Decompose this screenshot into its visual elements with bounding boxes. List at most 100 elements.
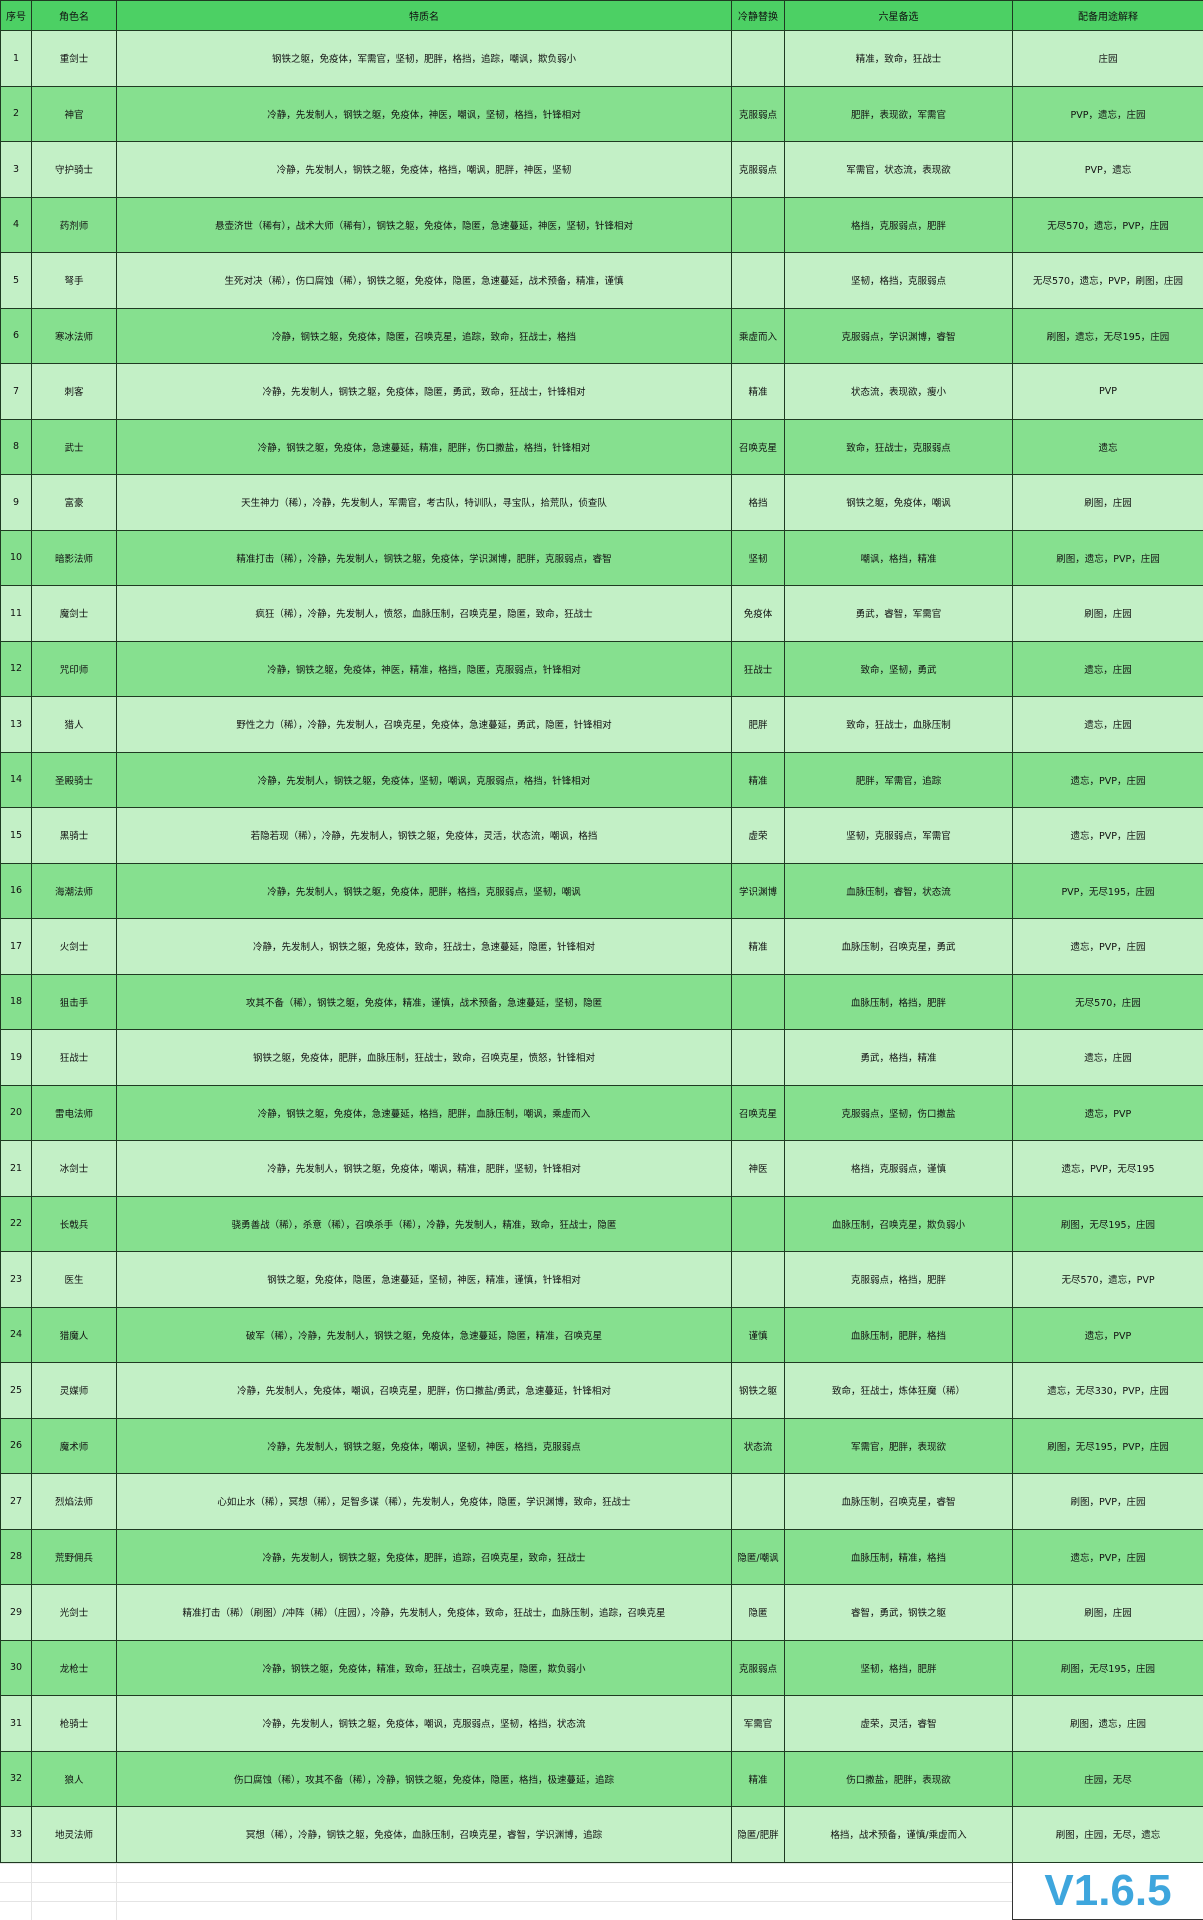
cell-calm-replace[interactable] [731,1251,785,1308]
cell-usage[interactable]: 无尽570，庄园 [1012,973,1203,1030]
cell-calm-replace[interactable]: 乘虚而入 [731,307,785,364]
cell-traits[interactable]: 精准打击（稀），冷静，先发制人，钢铁之躯，免疫体，学识渊博，肥胖，克服弱点，睿智 [116,529,732,586]
cell-role[interactable]: 寒冰法师 [31,307,117,364]
cell-calm-replace[interactable] [731,973,785,1030]
cell-usage[interactable]: 无尽570，遗忘，PVP，庄园 [1012,196,1203,253]
cell-index[interactable]: 24 [0,1306,32,1363]
cell-usage[interactable]: 遗忘，PVP，庄园 [1012,807,1203,864]
cell-index[interactable]: 10 [0,529,32,586]
cell-role[interactable]: 猎人 [31,696,117,753]
cell-usage[interactable]: 遗忘，PVP [1012,1084,1203,1141]
header-index[interactable]: 序号 [0,0,32,31]
cell-index[interactable]: 12 [0,640,32,697]
cell-traits[interactable]: 精准打击（稀）（刷图）/冲阵（稀）（庄园），冷静，先发制人，免疫体，致命，狂战士… [116,1584,732,1641]
cell-usage[interactable]: 刷图，PVP，庄园 [1012,1473,1203,1530]
cell-calm-replace[interactable]: 隐匿 [731,1584,785,1641]
cell-index[interactable]: 28 [0,1528,32,1585]
cell-index[interactable]: 18 [0,973,32,1030]
cell-index[interactable]: 7 [0,363,32,420]
cell-traits[interactable]: 冷静，先发制人，钢铁之躯，免疫体，嘲讽，坚韧，神医，格挡，克服弱点 [116,1417,732,1474]
cell-usage[interactable]: 无尽570，遗忘，PVP，刷图，庄园 [1012,252,1203,309]
cell-calm-replace[interactable] [731,196,785,253]
cell-index[interactable]: 5 [0,252,32,309]
cell-traits[interactable]: 疯狂（稀），冷静，先发制人，愤怒，血脉压制，召唤克星，隐匿，致命，狂战士 [116,585,732,642]
cell-six-star[interactable]: 坚韧，格挡，肥胖 [784,1639,1013,1696]
cell-usage[interactable]: 遗忘，无尽330，PVP，庄园 [1012,1362,1203,1419]
cell-calm-replace[interactable]: 召唤克星 [731,418,785,475]
cell-calm-replace[interactable]: 精准 [731,1750,785,1807]
cell-traits[interactable]: 若隐若现（稀），冷静，先发制人，钢铁之躯，免疫体，灵活，状态流，嘲讽，格挡 [116,807,732,864]
cell-six-star[interactable]: 坚韧，克服弱点，军需官 [784,807,1013,864]
cell-six-star[interactable]: 血脉压制，精准，格挡 [784,1528,1013,1585]
cell-six-star[interactable]: 状态流，表现欲，瘦小 [784,363,1013,420]
cell-traits[interactable]: 冷静，钢铁之躯，免疫体，急速蔓延，格挡，肥胖，血脉压制，嘲讽，乘虚而入 [116,1084,732,1141]
cell-traits[interactable]: 伤口腐蚀（稀），攻其不备（稀），冷静，钢铁之躯，免疫体，隐匿，格挡，极速蔓延，追… [116,1750,732,1807]
cell-role[interactable]: 暗影法师 [31,529,117,586]
cell-traits[interactable]: 冷静，钢铁之躯，免疫体，急速蔓延，精准，肥胖，伤口撒盐，格挡，针锋相对 [116,418,732,475]
cell-usage[interactable]: 遗忘 [1012,418,1203,475]
cell-traits[interactable]: 冷静，先发制人，钢铁之躯，免疫体，隐匿，勇武，致命，狂战士，针锋相对 [116,363,732,420]
cell-calm-replace[interactable]: 虚荣 [731,807,785,864]
cell-traits[interactable]: 攻其不备（稀），钢铁之躯，免疫体，精准，谨慎，战术预备，急速蔓延，坚韧，隐匿 [116,973,732,1030]
cell-traits[interactable]: 野性之力（稀），冷静，先发制人，召唤克星，免疫体，急速蔓延，勇武，隐匿，针锋相对 [116,696,732,753]
cell-index[interactable]: 15 [0,807,32,864]
cell-six-star[interactable]: 精准，致命，狂战士 [784,30,1013,87]
cell-calm-replace[interactable]: 坚韧 [731,529,785,586]
cell-index[interactable]: 31 [0,1695,32,1752]
header-traits[interactable]: 特质名 [116,0,732,31]
cell-calm-replace[interactable]: 隐匿/肥胖 [731,1806,785,1863]
cell-traits[interactable]: 冷静，先发制人，钢铁之躯，免疫体，格挡，嘲讽，肥胖，神医，坚韧 [116,141,732,198]
cell-calm-replace[interactable]: 状态流 [731,1417,785,1474]
cell-six-star[interactable]: 血脉压制，睿智，状态流 [784,862,1013,919]
cell-role[interactable]: 药剂师 [31,196,117,253]
cell-six-star[interactable]: 克服弱点，格挡，肥胖 [784,1251,1013,1308]
cell-calm-replace[interactable]: 谨慎 [731,1306,785,1363]
cell-role[interactable]: 富豪 [31,474,117,531]
cell-six-star[interactable]: 钢铁之躯，免疫体，嘲讽 [784,474,1013,531]
cell-calm-replace[interactable] [731,1029,785,1086]
cell-six-star[interactable]: 血脉压制，肥胖，格挡 [784,1306,1013,1363]
cell-role[interactable]: 狙击手 [31,973,117,1030]
cell-role[interactable]: 海潮法师 [31,862,117,919]
cell-calm-replace[interactable]: 学识渊博 [731,862,785,919]
cell-six-star[interactable]: 军需官，状态流，表现欲 [784,141,1013,198]
cell-traits[interactable]: 钢铁之躯，免疫体，隐匿，急速蔓延，坚韧，神医，精准，谨慎，针锋相对 [116,1251,732,1308]
cell-index[interactable]: 29 [0,1584,32,1641]
cell-calm-replace[interactable]: 精准 [731,751,785,808]
cell-traits[interactable]: 冷静，先发制人，免疫体，嘲讽，召唤克星，肥胖，伤口撒盐/勇武，急速蔓延，针锋相对 [116,1362,732,1419]
cell-usage[interactable]: 刷图，无尽195，庄园 [1012,1639,1203,1696]
cell-six-star[interactable]: 勇武，格挡，精准 [784,1029,1013,1086]
cell-usage[interactable]: 刷图，庄园 [1012,585,1203,642]
cell-role[interactable]: 光剑士 [31,1584,117,1641]
cell-index[interactable]: 27 [0,1473,32,1530]
cell-role[interactable]: 医生 [31,1251,117,1308]
cell-usage[interactable]: 遗忘，PVP，庄园 [1012,918,1203,975]
cell-calm-replace[interactable]: 军需官 [731,1695,785,1752]
cell-six-star[interactable]: 血脉压制，召唤克星，欺负弱小 [784,1195,1013,1252]
header-six-star[interactable]: 六星备选 [784,0,1013,31]
cell-index[interactable]: 16 [0,862,32,919]
cell-role[interactable]: 守护骑士 [31,141,117,198]
cell-six-star[interactable]: 克服弱点，学识渊博，睿智 [784,307,1013,364]
cell-six-star[interactable]: 格挡，克服弱点，谨慎 [784,1140,1013,1197]
cell-traits[interactable]: 冷静，钢铁之躯，免疫体，神医，精准，格挡，隐匿，克服弱点，针锋相对 [116,640,732,697]
cell-calm-replace[interactable]: 钢铁之躯 [731,1362,785,1419]
cell-six-star[interactable]: 肥胖，军需官，追踪 [784,751,1013,808]
cell-traits[interactable]: 冷静，先发制人，钢铁之躯，免疫体，神医，嘲讽，坚韧，格挡，针锋相对 [116,85,732,142]
cell-calm-replace[interactable]: 格挡 [731,474,785,531]
cell-usage[interactable]: PVP [1012,363,1203,420]
cell-usage[interactable]: 遗忘，PVP，无尽195 [1012,1140,1203,1197]
cell-calm-replace[interactable]: 狂战士 [731,640,785,697]
cell-role[interactable]: 荒野佣兵 [31,1528,117,1585]
cell-six-star[interactable]: 致命，狂战士，血脉压制 [784,696,1013,753]
cell-index[interactable]: 6 [0,307,32,364]
cell-role[interactable]: 雷电法师 [31,1084,117,1141]
cell-traits[interactable]: 冷静，先发制人，钢铁之躯，免疫体，坚韧，嘲讽，克服弱点，格挡，针锋相对 [116,751,732,808]
cell-usage[interactable]: 庄园 [1012,30,1203,87]
cell-traits[interactable]: 心如止水（稀），冥想（稀），足智多谋（稀），先发制人，免疫体，隐匿，学识渊博，致… [116,1473,732,1530]
cell-role[interactable]: 黑骑士 [31,807,117,864]
cell-calm-replace[interactable] [731,252,785,309]
cell-index[interactable]: 14 [0,751,32,808]
cell-usage[interactable]: 遗忘，PVP，庄园 [1012,751,1203,808]
cell-six-star[interactable]: 坚韧，格挡，克服弱点 [784,252,1013,309]
